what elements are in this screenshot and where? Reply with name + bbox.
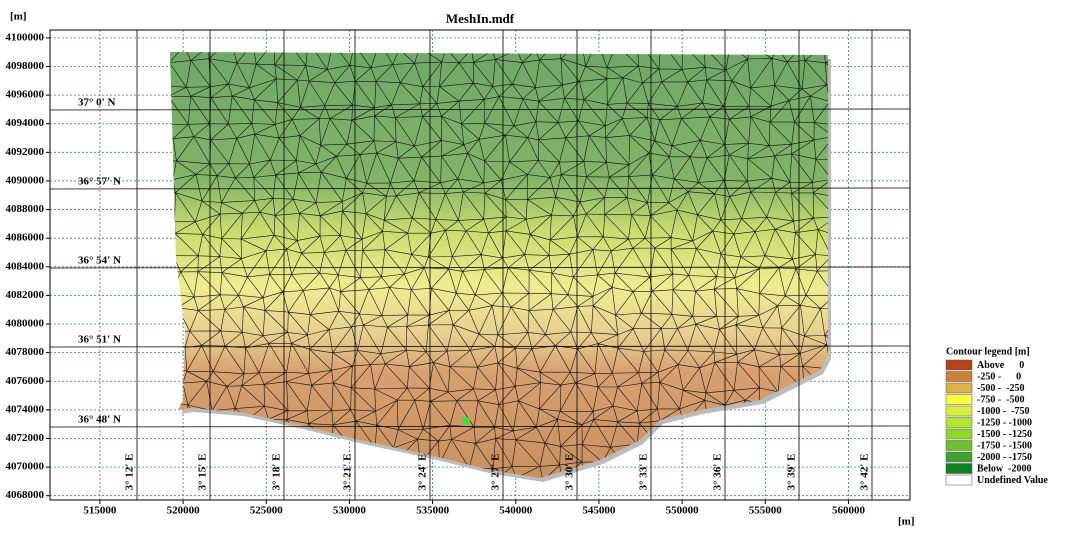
x-tick-label: 560000 (832, 505, 866, 517)
legend-label: -1500 - -1250 (977, 429, 1032, 440)
legend-swatch (946, 372, 972, 382)
legend-swatch (946, 429, 972, 439)
legend-label: -1250 - -1000 (977, 417, 1032, 428)
y-tick-label: 4096000 (6, 89, 45, 101)
legend-swatch (946, 406, 972, 416)
longitude-label: 3° 15' E (197, 454, 209, 491)
longitude-label: 3° 24' E (417, 454, 429, 491)
map-view: 37° 0' N 36° 57' N 36° 54' N 36° 51' N 36° 4… (0, 0, 1067, 533)
legend-title: Contour legend [m] (946, 346, 1030, 357)
y-tick-label: 4078000 (6, 346, 45, 358)
y-tick-label: 4098000 (6, 60, 45, 72)
legend-swatch (946, 441, 972, 451)
y-tick-label: 4072000 (6, 432, 45, 444)
y-tick-label: 4094000 (6, 117, 45, 129)
longitude-label: 3° 12' E (124, 454, 136, 491)
longitude-label: 3° 27' E (490, 454, 502, 491)
y-tick-label: 4088000 (6, 203, 45, 215)
y-tick-label: 4080000 (6, 318, 45, 330)
legend-swatch (946, 418, 972, 428)
longitude-label: 3° 42' E (859, 454, 871, 491)
longitude-label: 3° 33' E (638, 454, 650, 491)
legend-swatch (946, 452, 972, 462)
y-tick-label: 4076000 (6, 375, 45, 387)
latitude-label: 36° 51' N (78, 334, 121, 346)
longitude-label: 3° 36' E (712, 454, 724, 491)
y-tick-label: 4090000 (6, 174, 45, 186)
longitude-label: 3° 21' E (342, 454, 354, 491)
legend-label: Above 0 (977, 360, 1024, 371)
x-tick-label: 535000 (416, 505, 450, 517)
x-tick-label: 520000 (167, 505, 201, 517)
latitude-label: 37° 0' N (78, 97, 115, 109)
x-tick-label: 515000 (83, 505, 117, 517)
longitude-label: 3° 18' E (271, 454, 283, 491)
y-tick-label: 4084000 (6, 260, 45, 272)
legend-swatch (946, 475, 972, 485)
legend-label: -2000 - -1750 (977, 452, 1032, 463)
title: MeshIn.mdf (446, 11, 515, 26)
longitude-label: 3° 30' E (564, 454, 576, 491)
latitude-label: 36° 48' N (78, 414, 121, 426)
x-tick-label: 540000 (499, 505, 533, 517)
y-tick-label: 4070000 (6, 461, 45, 473)
x-tick-label: 555000 (749, 505, 783, 517)
latitude-label: 36° 57' N (78, 176, 121, 188)
legend-swatch (946, 464, 972, 474)
legend-label: Below -2000 (977, 463, 1031, 474)
legend-label: -500 - -250 (977, 383, 1025, 394)
x-tick-label: 530000 (333, 505, 367, 517)
y-tick-label: 4092000 (6, 146, 45, 158)
x-tick-label: 550000 (666, 505, 700, 517)
longitude-label: 3° 39' E (786, 454, 798, 491)
x-tick-label: 525000 (250, 505, 284, 517)
x-unit: [m] (898, 516, 915, 528)
x-tick-label: 545000 (582, 505, 616, 517)
legend-swatch (946, 395, 972, 405)
y-unit: [m] (10, 11, 27, 23)
latitude-label: 36° 54' N (78, 255, 121, 267)
legend-label: -1000 - -750 (977, 406, 1030, 417)
y-tick-label: 4074000 (6, 403, 45, 415)
legend-label: -250 - 0 (977, 371, 1021, 382)
legend-label: Undefined Value (977, 475, 1048, 486)
legend-label: -750 - -500 (977, 394, 1025, 405)
legend-swatch (946, 383, 972, 393)
y-tick-label: 4086000 (6, 232, 45, 244)
legend-swatch (946, 360, 972, 370)
point-marker (462, 417, 470, 425)
legend-label: -1750 - -1500 (977, 440, 1032, 451)
y-tick-label: 4100000 (6, 31, 45, 43)
y-tick-label: 4068000 (6, 489, 45, 501)
y-tick-label: 4082000 (6, 289, 45, 301)
